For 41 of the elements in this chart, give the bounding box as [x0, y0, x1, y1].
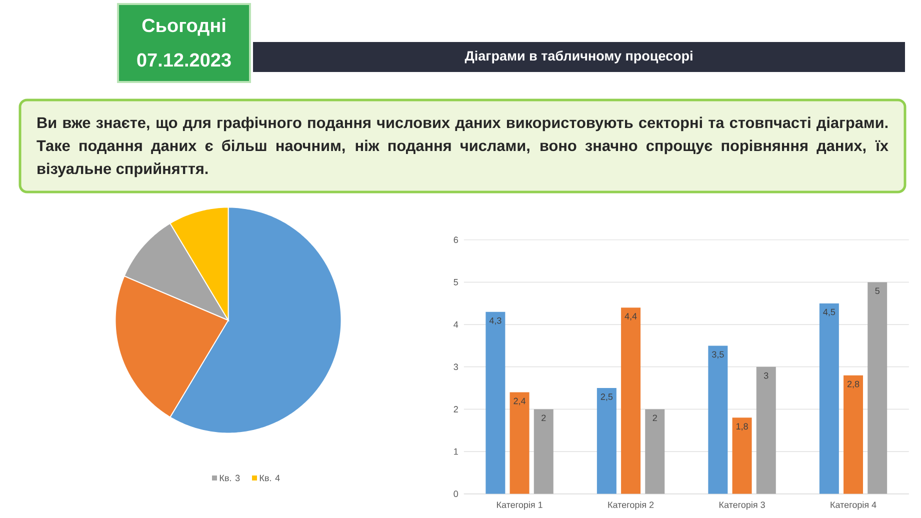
text: 07.12.2023: [137, 53, 231, 67]
y-tick-label: 4: [454, 321, 458, 328]
y-tick-label: 2: [454, 406, 458, 412]
y-tick-label: 1: [454, 448, 458, 455]
bar: [510, 392, 530, 494]
bar: [868, 282, 888, 494]
x-tick-label: Категорія 1: [497, 501, 542, 510]
x-tick-label: Категорія 3: [719, 501, 765, 510]
data-label: 5: [875, 288, 880, 294]
data-label: 4,3: [489, 317, 502, 325]
data-label: 2,8: [847, 380, 860, 388]
data-label: 4,5: [823, 308, 836, 316]
data-label: 2: [652, 414, 657, 422]
bar: [486, 312, 506, 494]
text: Ви вже знаєте, що для графічного подання числових даних використовують секторні та стовпчасті діаграми. Таке подання даних є більш наочним, ніж подання числами, воно значно спрощує порівняння даних, їх візуальне сприйняття.: [36, 116, 888, 178]
text: Сьогодні: [142, 18, 226, 36]
bar: [756, 366, 776, 494]
data-label: 2,4: [514, 398, 526, 406]
y-tick-label: 6: [454, 236, 458, 244]
y-tick-label: 3: [454, 364, 458, 370]
bar: [708, 346, 728, 494]
bar: [534, 409, 554, 494]
bar: [732, 418, 752, 494]
bar: [844, 375, 864, 494]
bar: [645, 409, 665, 494]
y-tick-label: 0: [454, 490, 458, 498]
bar: [621, 308, 641, 494]
data-label: 1,8: [736, 423, 748, 431]
data-label: 3,5: [712, 351, 724, 359]
text: Діаграми в табличному процесорі: [464, 50, 692, 64]
data-label: 3: [764, 372, 768, 379]
data-label: 2: [542, 414, 546, 422]
x-tick-label: Категорія 2: [608, 501, 654, 510]
legend-label: Кв. 4: [260, 474, 280, 482]
bar: [596, 388, 616, 494]
x-tick-label: Категорія 4: [830, 501, 876, 510]
y-tick-label: 5: [454, 279, 458, 286]
legend-label: Кв. 3: [220, 474, 240, 482]
data-label: 4,4: [624, 313, 637, 320]
bar: [819, 303, 839, 494]
data-label: 2,5: [600, 394, 613, 401]
